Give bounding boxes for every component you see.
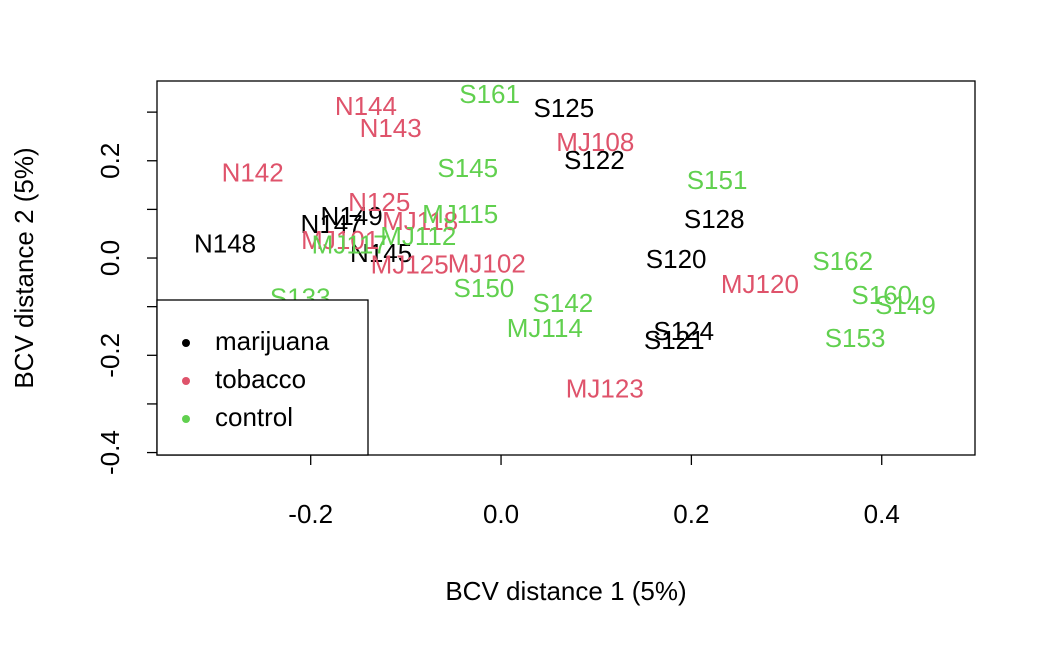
point-label: S162 [812,246,873,276]
plot-frame [156,80,976,456]
point-label: S124 [653,316,714,346]
point-label: N142 [222,158,284,188]
point-label: S121 [644,325,705,355]
point-label: N144 [335,91,397,121]
point-label: N143 [360,113,422,143]
x-axis-label: BCV distance 1 (5%) [445,576,686,606]
legend-box [156,299,369,456]
x-tick-label: 0.4 [864,499,900,529]
point-label: N147 [301,209,363,239]
point-label: N125 [348,187,410,217]
point-label: N145 [350,238,412,268]
point-label: MJ118 [382,206,458,236]
y-tick-label: 0.0 [95,240,125,276]
y-tick-label: -0.4 [95,430,125,475]
point-label: S120 [646,244,707,274]
legend: marijuana tobacco control [156,299,369,456]
point-label: S153 [825,323,886,353]
point-label: MJ108 [556,127,634,157]
point-label: S122 [564,145,625,175]
point-label: S161 [459,79,520,109]
point-label: MJ125 [371,250,449,280]
point-label: N148 [194,229,256,259]
legend-label: control [215,402,293,432]
x-tick-label: -0.2 [288,499,333,529]
point-label: N149 [321,201,383,231]
legend-label: marijuana [215,326,330,356]
point-label: MJ101 [301,225,379,255]
point-label: S128 [684,204,745,234]
legend-marker [182,415,190,423]
point-label: S160 [851,280,912,310]
point-label: S142 [533,288,594,318]
point-label: MJ114 [507,313,583,343]
y-tick-label: -0.2 [95,333,125,378]
point-label: S149 [875,290,936,320]
point-label: S125 [533,93,594,123]
point-label: S151 [687,165,748,195]
x-tick-label: 0.0 [483,499,519,529]
point-label: MJ120 [721,269,799,299]
point-label: S145 [437,153,498,183]
point-label: MJ115 [422,199,498,229]
legend-label: tobacco [215,364,306,394]
point-label: MJ123 [566,374,644,404]
y-tick-label: 0.2 [95,143,125,179]
point-label: S150 [454,273,515,303]
y-axis-label: BCV distance 2 (5%) [9,147,39,388]
point-label: MJ112 [380,221,456,251]
point-label: MJ102 [448,249,526,279]
point-label: MJ117 [312,230,388,260]
x-tick-label: 0.2 [673,499,709,529]
legend-marker [182,339,190,347]
legend-marker [182,377,190,385]
